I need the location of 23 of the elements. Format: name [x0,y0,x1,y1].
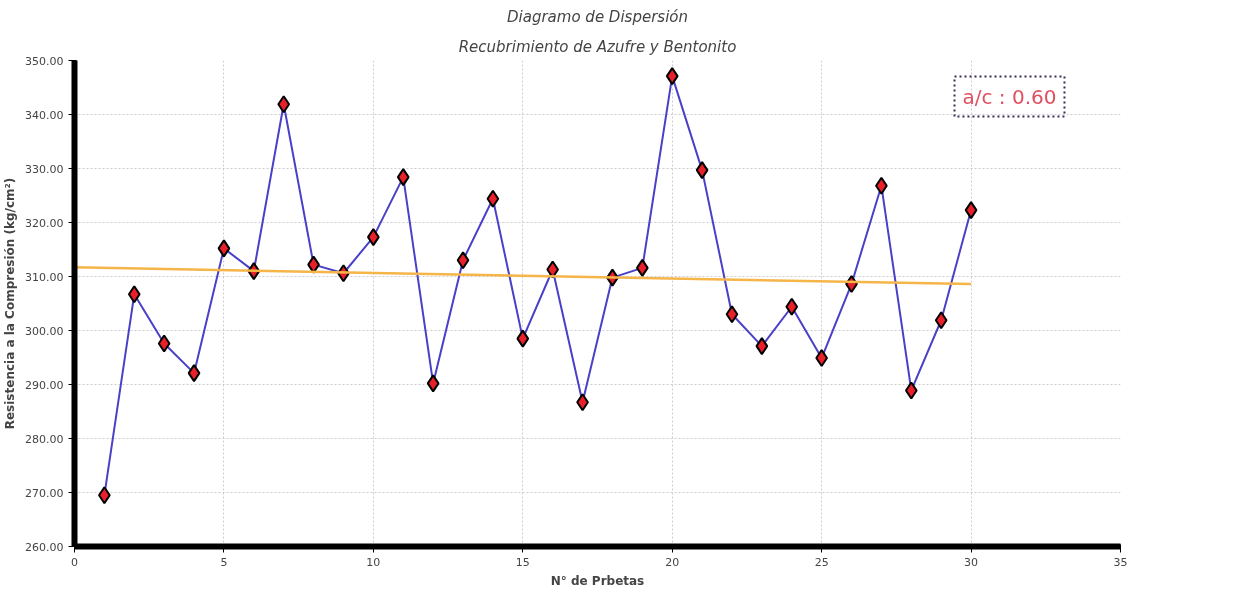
y-tick-label: 330.00 [25,162,64,176]
chart-subtitle: Recubrimiento de Azufre y Bentonito [458,37,737,56]
x-tick-label: 30 [964,555,979,569]
y-tick-label: 340.00 [25,108,64,122]
x-tick-label: 35 [1113,555,1128,569]
x-axis-title: N° de Prbetas [550,573,645,588]
y-axis-title: Resistencia a la Compresión (kg/cm²) [3,177,18,430]
annotation: a/c : 0.60 [962,84,1057,109]
chart-title: Diagramo de Dispersión [507,7,688,26]
y-tick-label: 260.00 [25,540,64,554]
x-tick-label: 5 [220,555,228,569]
x-tick-label: 15 [515,555,530,569]
x-tick-label: 0 [71,555,78,569]
x-tick-label: 25 [814,555,829,569]
x-tick-label: 10 [366,555,381,569]
y-tick-label: 280.00 [25,432,64,446]
y-tick-label: 350.00 [25,54,64,68]
y-tick-label: 310.00 [25,270,64,284]
y-tick-label: 270.00 [25,486,64,500]
y-tick-label: 290.00 [25,378,64,392]
y-tick-label: 300.00 [25,324,64,338]
y-tick-label: 320.00 [25,216,64,230]
x-tick-label: 20 [665,555,680,569]
